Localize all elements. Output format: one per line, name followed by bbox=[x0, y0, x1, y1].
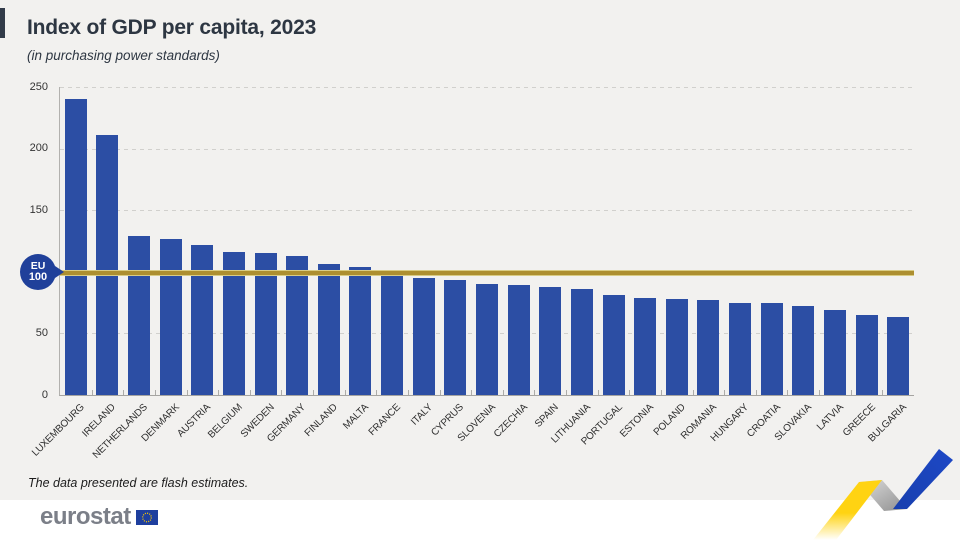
bar-slovakia bbox=[792, 306, 815, 395]
y-axis-label: 0 bbox=[41, 388, 48, 401]
x-axis-tick bbox=[439, 390, 441, 395]
x-axis-tick bbox=[597, 390, 599, 395]
x-axis-tick bbox=[91, 390, 93, 395]
bar-greece bbox=[855, 314, 878, 395]
bar-romania bbox=[697, 300, 720, 395]
x-axis-tick bbox=[376, 390, 378, 395]
bar-latvia bbox=[823, 310, 846, 395]
bar-spain bbox=[539, 286, 562, 395]
x-axis-tick bbox=[249, 390, 251, 395]
y-axis-label: 200 bbox=[29, 142, 48, 155]
bar-austria bbox=[191, 244, 214, 395]
gridline bbox=[60, 148, 914, 150]
x-axis-tick bbox=[724, 390, 726, 395]
x-axis-tick bbox=[218, 390, 220, 395]
y-axis-label: 50 bbox=[35, 326, 48, 339]
x-axis-tick bbox=[850, 390, 852, 395]
bar-malta bbox=[349, 266, 372, 395]
eu-reference-line bbox=[60, 269, 914, 276]
gridline bbox=[60, 210, 914, 212]
x-axis-tick bbox=[566, 390, 568, 395]
eurostat-logo-text: eurostat bbox=[40, 503, 131, 530]
bar-czechia bbox=[507, 285, 530, 395]
x-axis-tick bbox=[787, 390, 789, 395]
bar-denmark bbox=[159, 238, 182, 395]
y-axis-label: 150 bbox=[29, 203, 48, 216]
bar-cyprus bbox=[444, 280, 467, 395]
x-axis-tick bbox=[755, 390, 757, 395]
x-axis-tick bbox=[471, 390, 473, 395]
x-axis-tick bbox=[882, 390, 884, 395]
chart-title: Index of GDP per capita, 2023 bbox=[27, 16, 317, 39]
bar-belgium bbox=[222, 252, 245, 395]
x-axis-tick bbox=[502, 390, 504, 395]
bar-france bbox=[381, 275, 404, 395]
x-axis-tick bbox=[660, 390, 662, 395]
x-axis-tick bbox=[534, 390, 536, 395]
ribbon-band-yellow bbox=[813, 480, 882, 540]
bar-estonia bbox=[634, 297, 657, 395]
plot-area bbox=[59, 87, 914, 396]
x-axis-tick bbox=[692, 390, 694, 395]
eu-flag-icon bbox=[135, 509, 158, 525]
bar-croatia bbox=[760, 302, 783, 395]
bar-luxembourg bbox=[64, 99, 87, 395]
footer-strip: eurostat bbox=[0, 500, 960, 540]
bar-slovenia bbox=[476, 284, 498, 395]
bar-netherlands bbox=[128, 236, 151, 395]
x-axis-tick bbox=[407, 390, 409, 395]
eurostat-logo: eurostat bbox=[40, 503, 158, 531]
bar-germany bbox=[286, 255, 309, 395]
eu-100-badge: EU 100 bbox=[20, 254, 64, 290]
bar-hungary bbox=[729, 302, 752, 395]
eu-badge-text: EU bbox=[30, 259, 46, 272]
bar-ireland bbox=[96, 135, 119, 395]
eu-badge-value: 100 bbox=[28, 270, 48, 283]
ribbon-band-blue bbox=[893, 449, 953, 509]
x-axis-tick bbox=[629, 390, 631, 395]
bar-italy bbox=[412, 277, 435, 395]
bar-portugal bbox=[602, 295, 625, 395]
edge-mark bbox=[0, 8, 5, 38]
bar-bulgaria bbox=[887, 317, 910, 395]
bar-finland bbox=[317, 264, 340, 395]
chart-subtitle: (in purchasing power standards) bbox=[27, 48, 220, 63]
x-axis-tick bbox=[186, 390, 188, 395]
x-axis-tick bbox=[123, 390, 125, 395]
gridline bbox=[60, 87, 914, 88]
bar-poland bbox=[665, 298, 688, 395]
x-axis-tick bbox=[819, 390, 821, 395]
ribbon-graphic bbox=[813, 449, 953, 540]
y-axis-label: 250 bbox=[29, 80, 48, 93]
bar-sweden bbox=[254, 253, 277, 395]
x-axis-tick bbox=[281, 390, 283, 395]
footnote: The data presented are flash estimates. bbox=[28, 476, 249, 490]
x-axis-tick bbox=[154, 390, 156, 395]
x-axis-tick bbox=[313, 390, 315, 395]
bar-lithuania bbox=[570, 289, 593, 395]
x-axis-tick bbox=[344, 390, 346, 395]
